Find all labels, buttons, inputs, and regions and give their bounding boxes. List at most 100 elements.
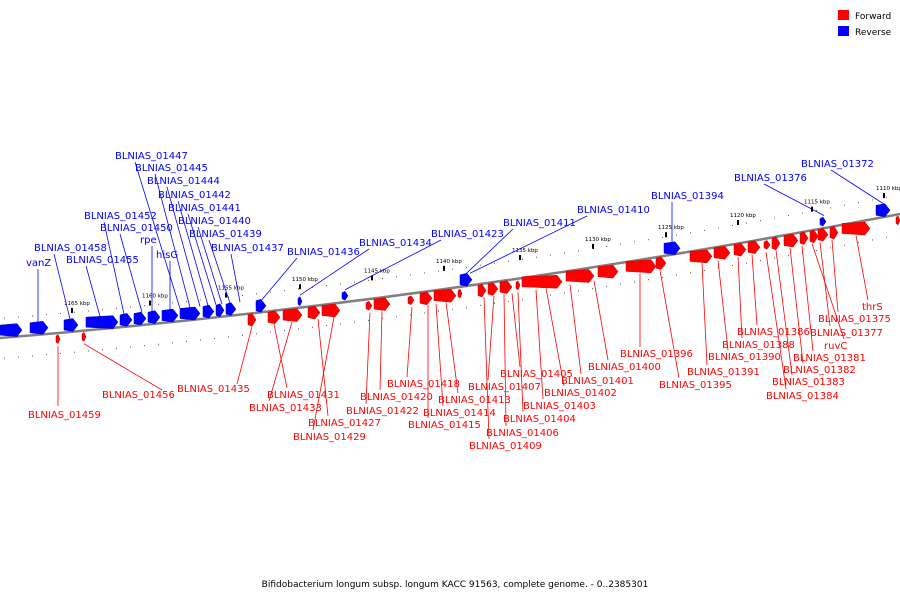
scale-dot [368,279,369,281]
leader-line [701,263,708,366]
scale-dot [480,264,481,266]
gene-label: BLNIAS_01455 [66,255,139,266]
leader-line [789,247,804,364]
scale-dot [746,222,747,224]
gene-label: BLNIAS_01391 [687,367,760,378]
scale-dot [774,257,775,259]
scale-tick-mark [665,232,667,238]
scale-dot [102,309,103,311]
gene-label: BLNIAS_01436 [287,247,360,258]
scale-dot [592,288,593,290]
leader-line [831,239,839,313]
scale-dot [368,319,369,321]
leader-line [119,233,143,313]
leader-line [751,254,758,326]
scale-dot [858,202,859,204]
scale-dot [830,207,831,209]
scale-tick-label: 1120 kbp [730,213,756,219]
scale-dot [214,297,215,299]
gene-label: BLNIAS_01452 [84,211,157,222]
scale-dot [256,293,257,295]
scale-dot [508,260,509,262]
scale-dot [648,239,649,241]
forward-gene-arrow [799,231,809,245]
reverse-gene-arrow [663,241,681,256]
scale-dot [4,357,5,359]
leader-line [85,265,101,317]
leader-line [317,319,329,417]
reverse-gene-arrow [819,216,827,227]
scale-tick-mark [883,193,885,199]
scale-dot [200,339,201,341]
scale-dot [186,340,187,342]
scale-dot [200,299,201,301]
scale-dot [452,268,453,270]
scale-dot [410,274,411,276]
gene-label: BLNIAS_01409 [469,441,542,452]
leader-line [535,289,544,400]
scale-dot [102,349,103,351]
scale-tick-label: 1155 kbp [218,286,244,292]
gene-label: BLNIAS_01381 [793,353,866,364]
forward-gene-arrow [247,312,257,327]
scale-dot [74,351,75,353]
gene-label: BLNIAS_01401 [561,376,634,387]
gene-label: BLNIAS_01444 [147,176,220,187]
scale-dot [480,304,481,306]
forward-gene-arrow [515,280,521,291]
scale-dot [662,236,663,238]
scale-dot [284,330,285,332]
gene-label: BLNIAS_01384 [766,391,839,402]
leader-line [83,343,163,391]
scale-dot [172,342,173,344]
gene-label: hisG [156,250,178,261]
scale-dot [774,217,775,219]
gene-label: BLNIAS_01423 [431,229,504,240]
gene-label: BLNIAS_01456 [102,390,175,401]
forward-gene-arrow [521,275,563,289]
gene-label: BLNIAS_01403 [523,401,596,412]
gene-label: ruvC [824,341,847,352]
scale-dot [340,323,341,325]
leader-line [737,256,743,339]
scale-dot [718,227,719,229]
scale-tick-label: 1160 kbp [142,294,168,300]
scale-dot [18,356,19,358]
scale-dot [648,279,649,281]
scale-dot [228,296,229,298]
forward-gene-arrow [841,221,871,236]
gene-label: BLNIAS_01413 [438,395,511,406]
leader-line [177,200,209,306]
gene-label: BLNIAS_01388 [722,340,795,351]
scale-dot [662,276,663,278]
scale-dot [60,312,61,314]
scale-dot [620,283,621,285]
reverse-gene-arrow [63,318,79,332]
scale-dot [494,302,495,304]
scale-tick-label: 1135 kbp [512,248,538,254]
scale-dot [396,316,397,318]
scale-dot [158,303,159,305]
reverse-gene-arrow [255,298,267,313]
legend-label-reverse: Reverse [855,28,892,38]
scale-dot [578,250,579,252]
gene-label: BLNIAS_01395 [659,380,732,391]
scale-dot [690,272,691,274]
reverse-gene-arrow [875,203,891,218]
forward-gene-arrow [771,236,781,251]
reverse-gene-arrow [133,311,147,326]
leader-line [299,248,370,296]
forward-gene-arrow [365,300,373,311]
scale-dot [326,285,327,287]
scale-dot [130,346,131,348]
gene-label: rpe [140,235,157,246]
gene-label: BLNIAS_01405 [500,369,573,380]
reverse-gene-arrow [0,323,23,337]
reverse-gene-arrow [119,313,133,327]
gene-features [0,203,900,345]
scale-dot [228,336,229,338]
gene-label: BLNIAS_01406 [486,428,559,439]
gene-label: BLNIAS_01407 [468,382,541,393]
scale-dot [466,306,467,308]
